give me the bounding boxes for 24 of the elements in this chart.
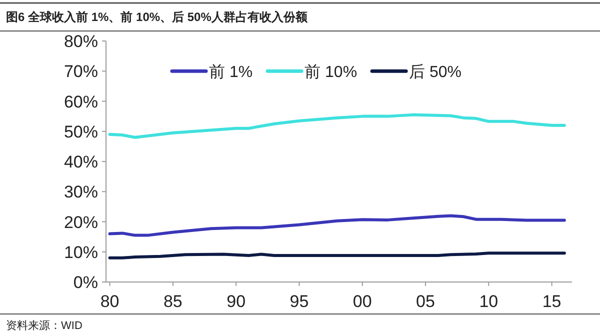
legend-label: 前 10% — [304, 63, 358, 82]
x-tick-label: 80 — [100, 292, 120, 311]
y-tick-label: 40% — [64, 152, 98, 172]
y-tick-label: 80% — [64, 32, 98, 51]
line-series — [108, 113, 566, 139]
y-tick-label: 50% — [64, 122, 98, 142]
y-tick-label: 20% — [64, 212, 98, 232]
x-tick-label: 85 — [163, 292, 182, 311]
x-tick-label: 15 — [542, 292, 562, 311]
legend-label: 后 50% — [409, 63, 462, 82]
legend-label: 前 1% — [209, 63, 253, 82]
line-series — [108, 214, 566, 237]
x-tick-label: 05 — [416, 292, 435, 311]
text: 资料来源：WID — [6, 319, 82, 332]
y-tick-label: 0% — [73, 273, 98, 292]
x-tick-label: 90 — [226, 292, 246, 311]
x-tick-label: 00 — [352, 292, 372, 311]
x-tick-label: 10 — [479, 292, 498, 311]
y-tick-label: 30% — [64, 182, 98, 202]
chart-title: 图6 全球收入前 1%、前 10%、后 50%人群占有收入份额 — [6, 10, 308, 24]
y-tick-label: 10% — [64, 242, 98, 262]
y-tick-label: 70% — [64, 62, 98, 82]
y-tick-label: 60% — [64, 92, 98, 112]
x-tick-label: 95 — [290, 292, 309, 311]
